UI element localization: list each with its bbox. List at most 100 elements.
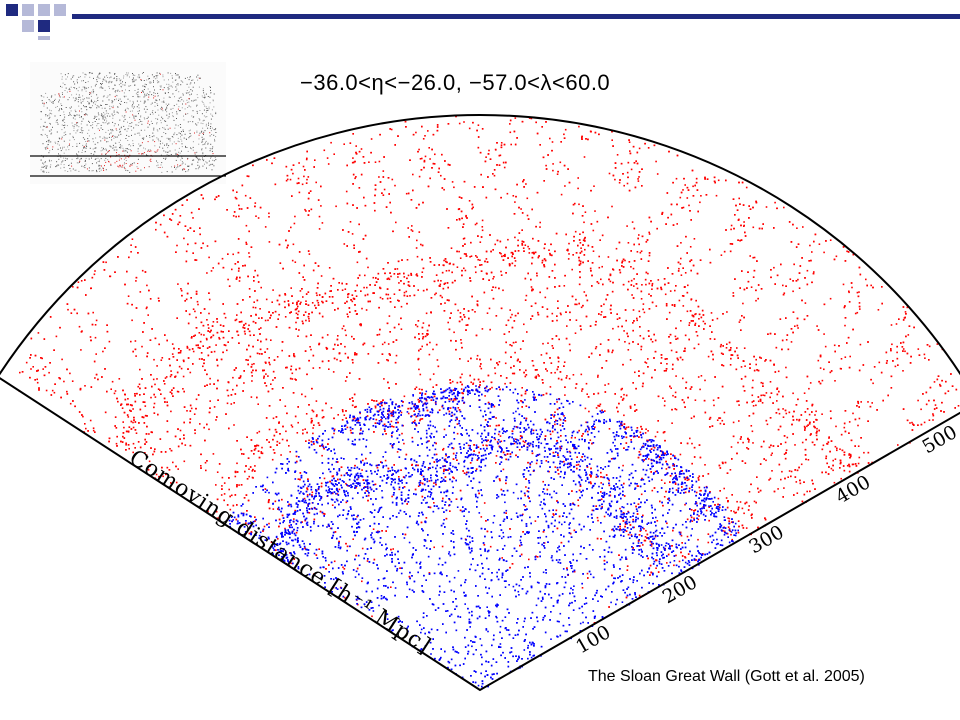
red-galaxy-point: [796, 227, 798, 229]
thumb-dot: [175, 159, 177, 161]
thumb-dot: [188, 98, 190, 100]
thumb-dot: [78, 96, 80, 98]
red-galaxy-point: [232, 388, 234, 391]
thumb-dot: [122, 84, 124, 86]
thumb-dot: [114, 84, 116, 86]
red-galaxy-point: [186, 410, 188, 412]
red-galaxy-point: [210, 270, 213, 272]
thumb-dot: [137, 91, 139, 93]
red-galaxy-point: [213, 406, 216, 408]
thumb-dot: [40, 95, 42, 97]
thumb-dot: [166, 111, 168, 113]
thumb-dot: [205, 123, 207, 125]
thumb-dot: [176, 167, 178, 169]
red-galaxy-point: [169, 375, 172, 378]
thumb-dot: [202, 97, 204, 98]
thumb-dot: [60, 85, 61, 87]
red-galaxy-point: [317, 302, 320, 304]
red-galaxy-point: [281, 438, 284, 441]
red-galaxy-point: [298, 162, 300, 164]
thumb-dot: [212, 159, 214, 161]
red-galaxy-point: [366, 560, 369, 562]
thumb-dot: [81, 111, 83, 113]
thumb-dot: [90, 100, 92, 102]
thumb-dot: [113, 78, 115, 80]
thumb-dot: [111, 139, 113, 141]
red-galaxy-point: [456, 266, 459, 268]
red-galaxy-point: [292, 172, 294, 175]
red-galaxy-point: [94, 324, 97, 326]
thumb-dot: [209, 132, 211, 134]
red-galaxy-point: [670, 387, 672, 389]
thumb-dot: [120, 86, 122, 88]
red-galaxy-point: [253, 363, 255, 365]
red-galaxy-point: [770, 454, 773, 456]
thumb-dot: [168, 151, 169, 153]
thumb-dot: [103, 149, 105, 150]
thumb-dot: [76, 143, 78, 145]
thumb-dot: [81, 89, 83, 90]
red-galaxy-point: [567, 258, 570, 260]
red-galaxy-point: [253, 301, 255, 303]
thumb-dot: [209, 102, 211, 104]
red-galaxy-point: [482, 444, 484, 447]
thumb-dot: [161, 109, 162, 111]
thumb-dot: [124, 118, 126, 120]
red-galaxy-point: [682, 305, 685, 307]
red-galaxy-point: [94, 377, 96, 379]
thumb-dot: [132, 100, 134, 102]
thumb-dot: [129, 110, 131, 112]
red-galaxy-point: [679, 196, 682, 199]
thumb-dot: [115, 128, 117, 130]
red-galaxy-point: [251, 375, 253, 377]
thumb-dot: [99, 72, 101, 74]
thumb-dot: [177, 83, 179, 85]
red-galaxy-point: [460, 388, 463, 390]
thumb-dot: [77, 158, 79, 160]
red-galaxy-point: [707, 541, 710, 544]
thumb-dot: [185, 103, 187, 105]
thumb-dot: [188, 101, 190, 103]
red-galaxy-point: [622, 464, 624, 467]
red-galaxy-point: [307, 176, 310, 178]
thumb-dot: [178, 77, 180, 79]
thumb-dot: [120, 147, 122, 149]
thumb-dot: [58, 110, 60, 112]
red-galaxy-point: [732, 421, 735, 424]
red-galaxy-point: [752, 256, 754, 259]
thumb-dot: [100, 150, 102, 152]
thumb-dot: [97, 142, 99, 144]
red-galaxy-point: [272, 508, 275, 510]
red-galaxy-point: [760, 381, 763, 384]
thumb-dot: [57, 148, 59, 150]
thumb-dot: [162, 147, 164, 149]
thumb-dot: [168, 137, 170, 139]
red-galaxy-point: [318, 367, 321, 369]
red-galaxy-point: [700, 195, 702, 197]
thumb-dot: [207, 144, 209, 145]
red-galaxy-point: [298, 191, 301, 194]
thumb-dot: [151, 111, 153, 113]
thumb-dot: [106, 104, 108, 105]
thumb-dot: [96, 171, 98, 173]
thumb-dot: [198, 77, 200, 79]
thumb-dot: [195, 123, 197, 125]
thumb-dot: [189, 129, 191, 131]
thumb-dot: [191, 163, 193, 165]
thumb-dot: [123, 163, 125, 165]
red-galaxy-point: [890, 348, 892, 350]
red-galaxy-point: [688, 322, 691, 324]
thumb-dot: [82, 99, 84, 101]
thumb-dot: [79, 110, 80, 112]
thumb-dot: [91, 101, 93, 103]
thumb-dot: [137, 94, 139, 96]
red-galaxy-point: [859, 308, 861, 310]
thumb-dot: [50, 141, 52, 143]
thumb-dot: [134, 133, 136, 135]
thumb-dot: [107, 123, 109, 125]
thumb-dot: [207, 96, 209, 97]
thumb-dot: [134, 84, 136, 86]
thumb-dot: [138, 77, 140, 79]
thumb-dot: [71, 165, 73, 167]
red-galaxy-point: [154, 383, 156, 386]
